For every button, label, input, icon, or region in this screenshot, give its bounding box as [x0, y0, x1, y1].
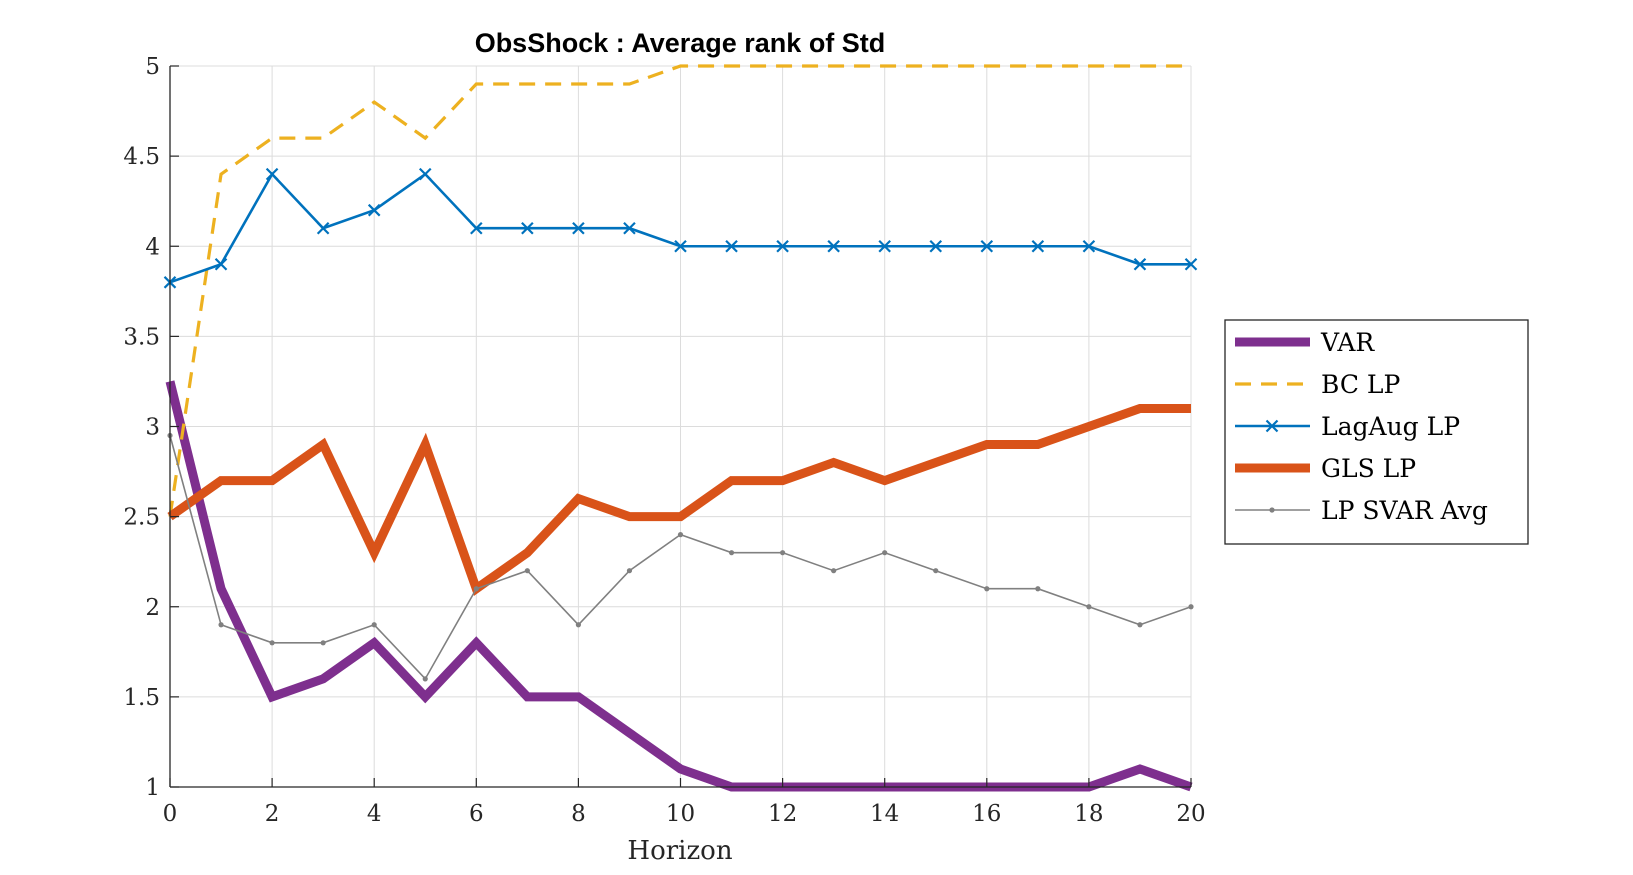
data-point-marker	[371, 622, 377, 628]
data-point-marker	[1188, 604, 1194, 610]
data-point-marker	[674, 239, 687, 253]
y-tick-label: 3.5	[123, 324, 160, 350]
chart-title: ObsShock : Average rank of Std	[475, 28, 886, 58]
legend-label: VAR	[1320, 328, 1375, 357]
data-point-marker	[575, 622, 582, 628]
x-tick-label: 20	[1176, 801, 1205, 827]
data-point-marker	[933, 568, 939, 574]
data-point-marker	[218, 622, 224, 628]
data-point-marker	[418, 167, 432, 181]
data-point-marker	[265, 167, 279, 181]
data-point-marker	[367, 203, 381, 217]
data-point-marker	[725, 239, 738, 253]
data-point-marker	[929, 239, 943, 253]
legend-label: LP SVAR Avg	[1321, 496, 1488, 525]
x-tick-label: 2	[265, 801, 280, 827]
x-tick-label: 10	[666, 801, 695, 827]
axes: 0 2 4 6 8 10 12 14 16 18 20 1 1.5 2 2.5 3 3.5 4 4.5 5	[123, 54, 1205, 827]
legend-marker	[1269, 507, 1275, 513]
x-tick-label: 4	[367, 801, 382, 827]
data-point-marker	[524, 568, 530, 574]
data-point-marker	[1184, 257, 1198, 271]
y-tick-label: 1.5	[123, 685, 160, 711]
data-point-marker	[572, 221, 585, 235]
data-point-marker	[878, 239, 891, 253]
x-tick-label: 18	[1074, 801, 1103, 827]
x-tick-label: 14	[870, 801, 899, 827]
data-point-marker	[470, 221, 483, 235]
series-line-gls-lp	[167, 403, 1191, 596]
legend-marker	[1265, 419, 1279, 433]
legend-label: BC LP	[1321, 370, 1400, 399]
y-tick-label: 5	[145, 54, 160, 80]
data-point-marker	[521, 221, 534, 235]
data-point-marker	[980, 239, 994, 253]
data-point-marker	[827, 239, 840, 253]
x-tick-label: 16	[972, 801, 1001, 827]
y-tick-label: 4	[145, 234, 160, 260]
y-tick-label: 1	[145, 775, 160, 801]
data-point-marker	[316, 221, 330, 235]
x-tick-label: 12	[768, 801, 797, 827]
data-point-marker	[1086, 604, 1092, 610]
data-point-marker	[728, 550, 735, 556]
x-tick-label: 8	[571, 801, 586, 827]
y-tick-label: 3	[145, 415, 160, 441]
data-point-marker	[214, 257, 228, 271]
data-point-marker	[422, 676, 428, 682]
y-tick-label: 2.5	[123, 505, 160, 531]
data-point-marker	[626, 568, 633, 574]
data-point-marker	[1082, 239, 1096, 253]
data-point-marker	[623, 221, 636, 235]
data-point-marker	[1035, 586, 1041, 592]
data-point-marker	[320, 640, 326, 646]
legend-label: LagAug LP	[1321, 412, 1460, 441]
data-point-marker	[473, 586, 479, 592]
legend-box	[1224, 319, 1529, 545]
data-point-marker	[780, 550, 786, 556]
legend-label: GLS LP	[1321, 454, 1416, 483]
data-point-marker	[1137, 622, 1143, 628]
legend: VAR BC LP LagAug LP GLS LP LP SVAR Avg	[1224, 319, 1529, 545]
data-point-marker	[776, 239, 789, 253]
data-point-marker	[831, 568, 837, 574]
y-tick-label: 4.5	[123, 144, 160, 170]
data-point-marker	[984, 586, 990, 592]
data-point-marker	[1031, 239, 1045, 253]
data-point-marker	[1133, 257, 1147, 271]
data-point-marker	[882, 550, 888, 556]
x-axis-label: Horizon	[627, 836, 732, 866]
data-point-marker	[269, 640, 275, 646]
x-tick-label: 0	[163, 801, 178, 827]
data-point-marker	[677, 532, 684, 538]
x-tick-label: 6	[469, 801, 484, 827]
series-line-bc-lp	[168, 64, 1191, 517]
y-tick-label: 2	[145, 595, 160, 621]
